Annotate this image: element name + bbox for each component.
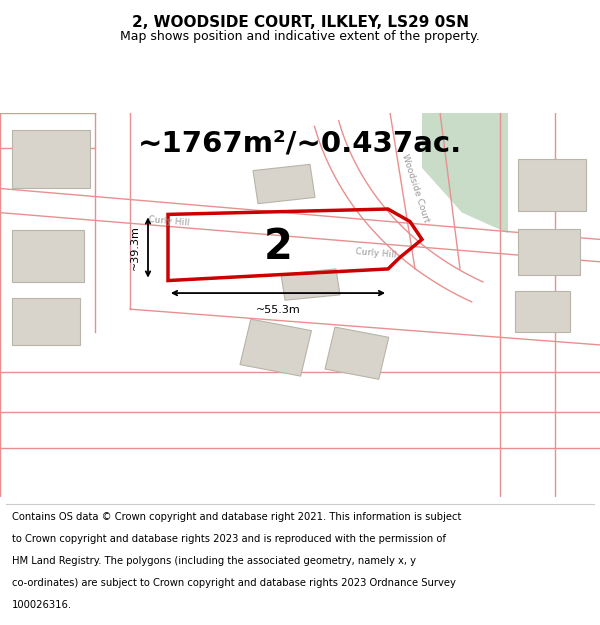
Bar: [515, 291, 570, 331]
Polygon shape: [281, 269, 340, 300]
Text: to Crown copyright and database rights 2023 and is reproduced with the permissio: to Crown copyright and database rights 2…: [12, 534, 446, 544]
Text: 2: 2: [263, 226, 292, 268]
Text: co-ordinates) are subject to Crown copyright and database rights 2023 Ordnance S: co-ordinates) are subject to Crown copyr…: [12, 578, 456, 588]
Polygon shape: [422, 112, 508, 233]
Bar: [12, 231, 84, 282]
Text: ~39.3m: ~39.3m: [130, 225, 140, 270]
Bar: [12, 131, 90, 189]
Text: 100026316.: 100026316.: [12, 600, 72, 610]
Bar: [518, 229, 580, 275]
Text: 2, WOODSIDE COURT, ILKLEY, LS29 0SN: 2, WOODSIDE COURT, ILKLEY, LS29 0SN: [131, 16, 469, 31]
Text: ~55.3m: ~55.3m: [256, 304, 301, 315]
Bar: [325, 327, 389, 379]
Bar: [518, 159, 586, 211]
Polygon shape: [253, 164, 315, 204]
Text: Contains OS data © Crown copyright and database right 2021. This information is : Contains OS data © Crown copyright and d…: [12, 512, 461, 522]
Bar: [12, 298, 80, 345]
Text: HM Land Registry. The polygons (including the associated geometry, namely x, y: HM Land Registry. The polygons (includin…: [12, 556, 416, 566]
Bar: [240, 319, 311, 376]
Text: Woodside Court: Woodside Court: [400, 153, 430, 224]
Text: ~1767m²/~0.437ac.: ~1767m²/~0.437ac.: [138, 130, 462, 158]
Text: Curly Hill: Curly Hill: [355, 248, 397, 260]
Text: Curly Hill: Curly Hill: [148, 215, 190, 228]
Text: Map shows position and indicative extent of the property.: Map shows position and indicative extent…: [120, 30, 480, 43]
